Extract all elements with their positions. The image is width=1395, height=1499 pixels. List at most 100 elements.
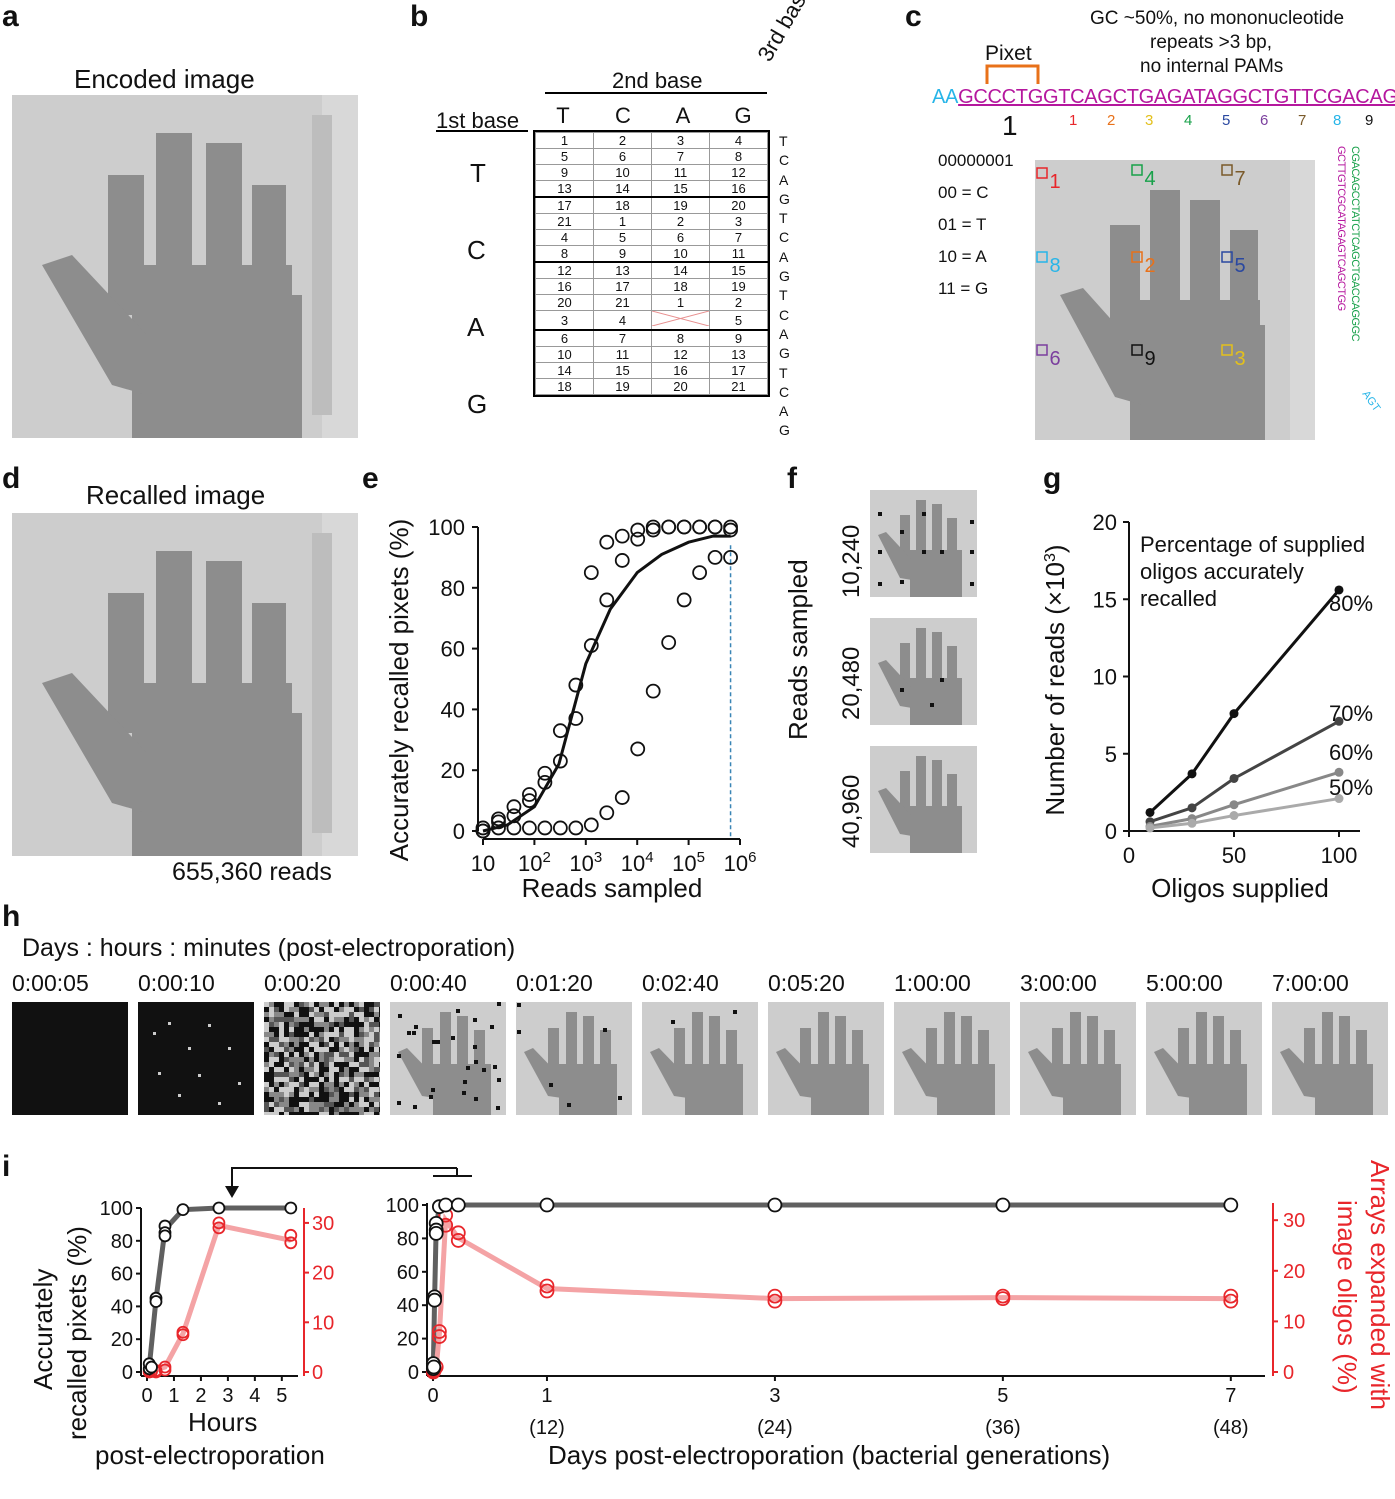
snapshot-pixet bbox=[304, 1072, 309, 1077]
snapshot-pixet bbox=[364, 1097, 369, 1102]
snapshot-pixet bbox=[344, 1032, 349, 1037]
e-data-point bbox=[522, 820, 537, 836]
h-time-label: 5:00:00 bbox=[1146, 970, 1223, 996]
codon-cell: 12 bbox=[651, 346, 710, 363]
snapshot-pixet bbox=[269, 1057, 274, 1062]
g-ytick-label: 15 bbox=[1093, 587, 1117, 612]
snapshot-pixet bbox=[279, 1052, 284, 1057]
snapshot-pixet bbox=[339, 1012, 344, 1017]
snapshot-pixet bbox=[334, 1112, 339, 1115]
legend-line: 00000001 bbox=[938, 151, 1014, 170]
ir-ytick-label: 40 bbox=[397, 1295, 419, 1317]
snapshot-pixet bbox=[319, 1087, 324, 1092]
snapshot-pixet bbox=[294, 1082, 299, 1087]
snapshot-pixet bbox=[314, 1087, 319, 1092]
snapshot-thumb bbox=[650, 1048, 688, 1098]
snapshot-pixet bbox=[309, 1102, 314, 1107]
snapshot-missing-pixet bbox=[463, 1080, 467, 1084]
snapshot-pixet bbox=[279, 1012, 284, 1017]
snapshot-finger bbox=[1322, 1012, 1333, 1070]
snapshot-pixet bbox=[334, 1067, 339, 1072]
panel-letter-e: e bbox=[362, 462, 379, 495]
e-ytick-label: 80 bbox=[441, 576, 465, 601]
e-xtick-label: 106 bbox=[724, 849, 757, 876]
snapshot-pixet bbox=[284, 1012, 289, 1017]
snapshot-pixet bbox=[279, 1007, 284, 1012]
codon-cell: 21 bbox=[709, 378, 768, 395]
sub-number: 2 bbox=[1107, 112, 1116, 129]
snapshot-pixet bbox=[299, 1087, 304, 1092]
big-one-label: 1 bbox=[1002, 110, 1018, 141]
snapshot-pixet bbox=[349, 1062, 354, 1067]
snapshot-pixet bbox=[339, 1062, 344, 1067]
pixet-marker-box bbox=[1221, 164, 1233, 176]
codon-cell: 11 bbox=[709, 245, 768, 263]
snapshot-pixet bbox=[334, 1077, 339, 1082]
snapshot-missing-pixet bbox=[493, 1065, 497, 1069]
thumb-finger bbox=[932, 760, 942, 815]
snapshot-pixet bbox=[264, 1067, 269, 1072]
snapshot-pixet bbox=[188, 1047, 191, 1050]
snapshot-pixet bbox=[294, 1077, 299, 1082]
snapshot-pixet bbox=[359, 1042, 364, 1047]
snapshot-pixet bbox=[359, 1027, 364, 1032]
snapshot-pixet bbox=[284, 1092, 289, 1097]
snapshot-pixet bbox=[274, 1027, 279, 1032]
snapshot-pixet bbox=[309, 1067, 314, 1072]
il-pixet-line bbox=[146, 1205, 291, 1368]
thumb-missing-pixet bbox=[970, 582, 974, 586]
snapshot-pixet bbox=[354, 1107, 359, 1112]
snapshot-pixet bbox=[279, 1102, 284, 1107]
snapshot-missing-pixet bbox=[398, 1014, 402, 1018]
snapshot-pixet bbox=[354, 1097, 359, 1102]
g-data-point bbox=[1334, 716, 1344, 726]
snapshot-pixet bbox=[379, 1062, 380, 1067]
snapshot-pixet bbox=[218, 1102, 221, 1105]
snapshot-pixet bbox=[309, 1072, 314, 1077]
snapshot-thumb bbox=[902, 1048, 940, 1098]
snapshot-pixet bbox=[349, 1112, 354, 1115]
snapshot-pixet bbox=[269, 1062, 274, 1067]
e-data-point bbox=[583, 817, 599, 833]
snapshot-pixet bbox=[344, 1062, 349, 1067]
e-data-point bbox=[614, 790, 630, 805]
snapshot-pixet bbox=[314, 1017, 319, 1022]
snapshot-pixet bbox=[264, 1027, 269, 1032]
codon-cell: 1 bbox=[535, 132, 594, 149]
snapshot-pixet bbox=[274, 1092, 279, 1097]
codon-cell: 7 bbox=[593, 329, 652, 347]
il-xtick-label: 5 bbox=[276, 1385, 287, 1407]
ir-array-point bbox=[995, 1288, 1011, 1304]
codon-row: 16 17 18 19 bbox=[535, 278, 768, 295]
snapshot-pixet bbox=[374, 1072, 379, 1077]
snapshot-missing-pixet bbox=[497, 1002, 501, 1006]
ir-y2tick-label: 10 bbox=[1283, 1311, 1305, 1333]
snapshot-missing-pixet bbox=[397, 1101, 401, 1105]
snapshot-pixet bbox=[294, 1052, 299, 1057]
codon-cell: 12 bbox=[709, 164, 768, 181]
snapshot-pixet bbox=[334, 1092, 339, 1097]
ir-array-point bbox=[450, 1233, 466, 1248]
il-pixet-point bbox=[145, 1360, 158, 1374]
snapshot-pixet bbox=[299, 1022, 304, 1027]
snapshot-pixet bbox=[344, 1067, 349, 1072]
snapshot-pixet bbox=[294, 1107, 299, 1112]
h-time-label: 3:00:00 bbox=[1020, 970, 1097, 996]
ir-xtick-label: 1 bbox=[541, 1385, 552, 1407]
h-snapshot bbox=[1020, 1002, 1136, 1115]
snapshot-pixet bbox=[314, 1107, 319, 1112]
ir-pixet-point bbox=[995, 1197, 1011, 1213]
g-series-label: 50% bbox=[1329, 775, 1373, 800]
thumb-missing-pixet bbox=[878, 512, 882, 516]
snapshot-pixet bbox=[379, 1072, 380, 1077]
snapshot-pixet bbox=[349, 1072, 354, 1077]
snapshot-pixet bbox=[279, 1022, 284, 1027]
snapshot-pixet bbox=[339, 1077, 344, 1082]
legend-line: 01 = T bbox=[938, 215, 987, 234]
snapshot-pixet bbox=[314, 1002, 319, 1007]
third-base: A bbox=[779, 325, 789, 342]
il-array-point bbox=[284, 1236, 298, 1250]
thumb-finger bbox=[947, 646, 957, 701]
